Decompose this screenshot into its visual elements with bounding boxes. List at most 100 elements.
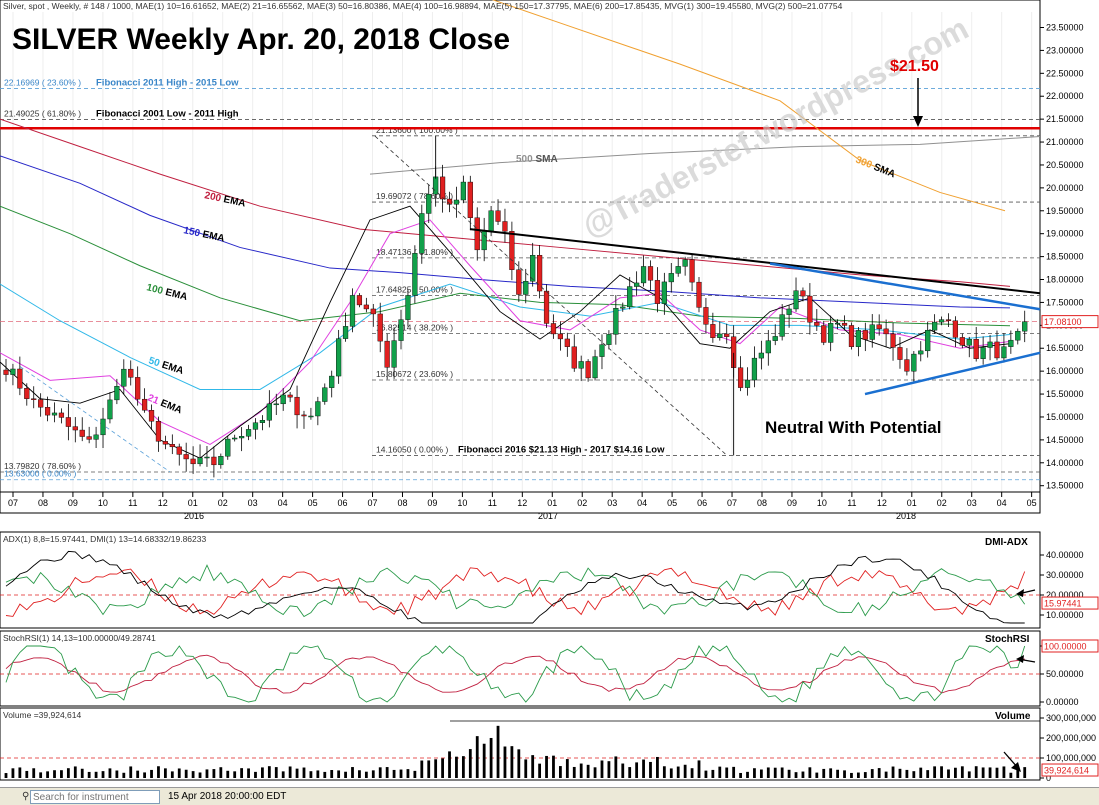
month-label: 04	[997, 498, 1007, 508]
volume-label: Volume	[995, 711, 1031, 722]
candle-body	[613, 308, 619, 335]
price-grid	[12, 12, 1033, 492]
candle-body	[412, 253, 418, 296]
volume-bar	[163, 768, 167, 778]
volume-bar	[794, 772, 798, 778]
volume-bar	[822, 768, 826, 778]
candles	[3, 136, 1028, 478]
volume-bar	[649, 761, 652, 778]
ma-label: 100 EMA	[145, 282, 188, 303]
volume-bar	[884, 771, 888, 778]
candle-body	[391, 340, 397, 368]
candle-body	[835, 322, 841, 325]
price-tick-label: 14.00000	[1046, 458, 1084, 468]
chart-canvas[interactable]: 22.16969 ( 23.60% ) Fibonacci 2011 High -…	[0, 0, 1099, 787]
adx-tick-label: 20.00000	[1046, 590, 1084, 600]
candle-body	[758, 352, 764, 359]
candle-body	[557, 333, 564, 340]
fib-description: Fibonacci 2011 High - 2015 Low	[96, 77, 239, 88]
candle-body	[696, 281, 702, 308]
volume-bar	[399, 769, 403, 778]
month-label: 02	[937, 498, 947, 508]
volume-bar	[586, 764, 590, 778]
dmi-minus-line	[5, 567, 1026, 617]
candle-body	[814, 322, 820, 326]
candle-body	[973, 339, 979, 359]
volume-bar	[759, 769, 763, 778]
price-pane[interactable]: 22.16969 ( 23.60% ) Fibonacci 2011 High -…	[0, 0, 1099, 521]
candle-body	[93, 434, 99, 440]
fib-label: 13.63000 ( 0.00% )	[4, 469, 76, 479]
volume-bar	[856, 772, 860, 778]
candle-body	[724, 333, 730, 337]
month-label: 09	[787, 498, 797, 508]
volume-bar	[960, 766, 964, 778]
candle-body	[938, 319, 945, 323]
instrument-search-input[interactable]	[30, 790, 160, 804]
month-label: 12	[158, 498, 168, 508]
volume-bar	[413, 770, 417, 778]
candle-body	[966, 339, 972, 346]
candle-body	[86, 436, 92, 440]
candle-body	[426, 194, 432, 214]
fib-label: 14.16050 ( 0.00% )	[376, 444, 448, 454]
candle-body	[225, 438, 231, 457]
volume-bar	[392, 769, 396, 778]
candle-body	[495, 210, 501, 222]
ma-label: 500 SMA	[516, 154, 558, 165]
volume-bar	[371, 770, 375, 778]
month-label: 05	[667, 498, 677, 508]
volume-bar	[981, 767, 985, 778]
candle-body	[107, 399, 113, 420]
month-label: 07	[368, 498, 378, 508]
trend-lines	[374, 78, 1041, 456]
dmi-adx-pane[interactable]: ADX(1) 8,8=15.97441, DMI(1) 13=14.68332/…	[0, 531, 1099, 629]
candle-body	[647, 266, 654, 281]
volume-bar	[427, 760, 431, 778]
candle-body	[176, 446, 182, 455]
volume-bars	[0, 720, 1040, 778]
month-label: 11	[128, 498, 137, 508]
volume-bar	[870, 769, 874, 778]
volume-bar	[101, 771, 105, 778]
volume-bar	[475, 736, 479, 778]
volume-tick-label: 100,000,000	[1046, 753, 1096, 763]
sma-500-line	[369, 136, 1041, 175]
volume-bar	[579, 763, 583, 778]
candle-body	[197, 457, 203, 465]
month-label: 09	[68, 498, 78, 508]
volume-pane[interactable]: Volume =39,924,614 Volume 300,000,000 200…	[0, 707, 1099, 783]
volume-tick-label: 300,000,000	[1046, 713, 1096, 723]
price-tick-label: 23.50000	[1046, 23, 1084, 33]
time-x-axis: 07 08 09 10 11 12 01 02 03 04 05 06 07 08 09 10 11 12 01 02…	[0, 491, 1040, 521]
dashed-trend-line	[19, 366, 171, 473]
volume-bar	[309, 771, 313, 778]
volume-bar	[552, 755, 555, 778]
volume-bar	[351, 767, 354, 778]
volume-bar	[240, 768, 244, 778]
volume-bar	[18, 767, 22, 778]
candle-body	[315, 401, 321, 417]
candle-body	[807, 295, 813, 323]
candle-body	[301, 414, 307, 417]
candle-body	[308, 415, 314, 418]
volume-bar	[191, 771, 195, 778]
triangle-lower-line	[864, 351, 1041, 396]
last-price-label: 17.08100	[1044, 317, 1082, 327]
month-label: 11	[488, 498, 497, 508]
candle-body	[72, 426, 78, 431]
volume-bar	[441, 758, 444, 778]
candle-body	[537, 255, 543, 292]
volume-last-label: 39,924,614	[1044, 766, 1089, 776]
month-label: 02	[577, 498, 587, 508]
ma-label: 200 EMA	[203, 190, 246, 209]
volume-bar	[850, 772, 853, 778]
candle-body	[204, 456, 210, 459]
volume-bar	[642, 759, 645, 778]
stochrsi-pane[interactable]: StochRSI(1) 14,13=100.00000/49.28741 Sto…	[0, 630, 1099, 707]
target-label: $21.50	[890, 58, 939, 75]
candle-body	[710, 324, 716, 338]
candle-body	[287, 394, 293, 398]
